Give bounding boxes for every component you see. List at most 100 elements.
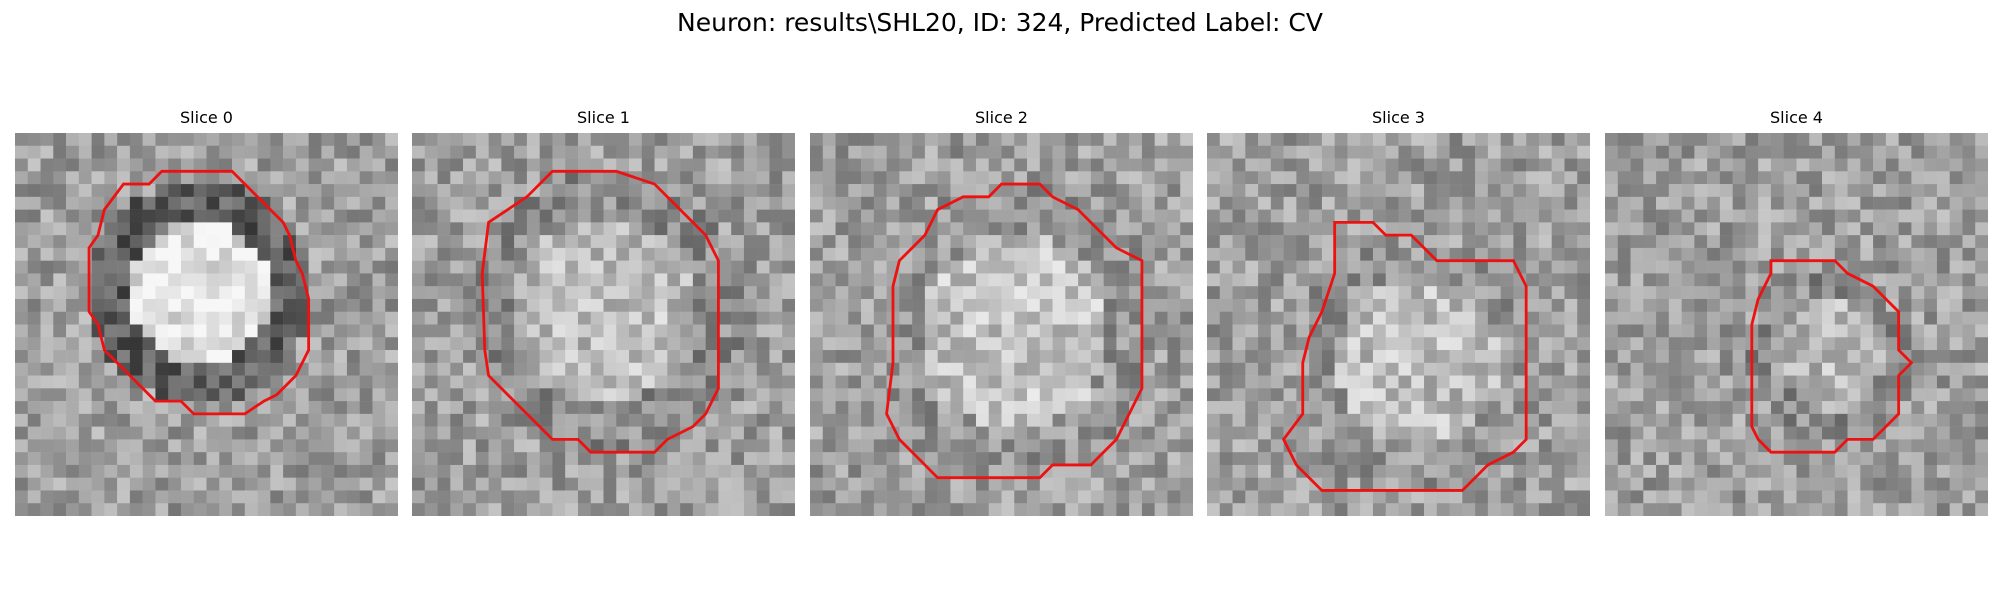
image-pixel [1758,209,1772,223]
image-pixel [1732,222,1746,236]
image-pixel [1116,375,1130,389]
image-pixel [1643,452,1657,466]
image-pixel [1309,350,1323,364]
image-pixel [1245,439,1259,453]
image-pixel [180,235,194,249]
image-pixel [232,337,246,351]
image-pixel [1065,184,1079,198]
image-pixel [731,298,745,312]
image-pixel [1270,158,1284,172]
image-pixel [1001,439,1015,453]
image-pixel [565,247,579,261]
image-pixel [1643,464,1657,478]
image-pixel [861,158,875,172]
image-pixel [1949,362,1963,376]
image-pixel [1617,413,1631,427]
image-pixel [1232,426,1246,440]
image-pixel [1245,388,1259,402]
image-pixel [552,401,566,415]
image-pixel [1681,184,1695,198]
image-pixel [526,388,540,402]
image-pixel [27,375,41,389]
image-pixel [66,260,80,274]
image-pixel [1219,413,1233,427]
image-pixel [463,324,477,338]
image-pixel [1487,426,1501,440]
image-pixel [232,426,246,440]
image-pixel [654,133,668,147]
image-pixel [1424,362,1438,376]
image-pixel [1398,490,1412,504]
slice-image-0 [15,133,398,516]
image-pixel [475,196,489,210]
image-pixel [53,222,67,236]
image-pixel [1245,464,1259,478]
image-pixel [1180,298,1193,312]
image-pixel [1898,171,1912,185]
image-pixel [1090,413,1104,427]
image-pixel [1758,324,1772,338]
image-pixel [692,235,706,249]
image-pixel [1321,362,1335,376]
image-pixel [257,413,271,427]
image-pixel [321,286,335,300]
image-pixel [1014,260,1028,274]
image-pixel [1103,413,1117,427]
image-pixel [873,298,887,312]
image-pixel [963,133,977,147]
image-pixel [743,171,757,185]
image-pixel [1668,209,1682,223]
image-pixel [1154,209,1168,223]
image-pixel [1796,247,1810,261]
image-pixel [1822,171,1836,185]
image-pixel [861,350,875,364]
image-pixel [27,145,41,159]
image-pixel [1949,235,1963,249]
image-pixel [385,464,398,478]
image-pixel [27,133,41,147]
image-pixel [1809,209,1823,223]
image-pixel [654,311,668,325]
image-pixel [168,158,182,172]
image-pixel [1207,490,1221,504]
image-pixel [1180,452,1193,466]
image-pixel [743,209,757,223]
image-pixel [53,324,67,338]
image-pixel [66,273,80,287]
image-pixel [835,337,849,351]
image-pixel [359,350,373,364]
image-pixel [321,222,335,236]
image-pixel [15,184,29,198]
image-pixel [616,362,630,376]
image-pixel [15,145,29,159]
image-pixel [1014,503,1028,516]
image-pixel [40,452,54,466]
image-pixel [372,388,386,402]
image-pixel [629,362,643,376]
image-pixel [450,452,464,466]
image-pixel [822,490,836,504]
image-pixel [129,490,143,504]
image-pixel [1258,171,1272,185]
image-pixel [1758,222,1772,236]
image-pixel [40,401,54,415]
image-pixel [437,490,451,504]
image-pixel [1551,503,1565,516]
image-pixel [1078,222,1092,236]
image-pixel [1258,133,1272,147]
image-pixel [1372,477,1386,491]
image-pixel [552,388,566,402]
image-pixel [873,401,887,415]
image-pixel [1526,311,1540,325]
image-pixel [565,235,579,249]
image-pixel [526,324,540,338]
image-pixel [1180,439,1193,453]
image-pixel [117,477,131,491]
image-pixel [848,439,862,453]
image-pixel [1809,452,1823,466]
image-pixel [129,413,143,427]
image-pixel [27,337,41,351]
image-pixel [1078,235,1092,249]
image-pixel [590,503,604,516]
image-pixel [1167,324,1181,338]
